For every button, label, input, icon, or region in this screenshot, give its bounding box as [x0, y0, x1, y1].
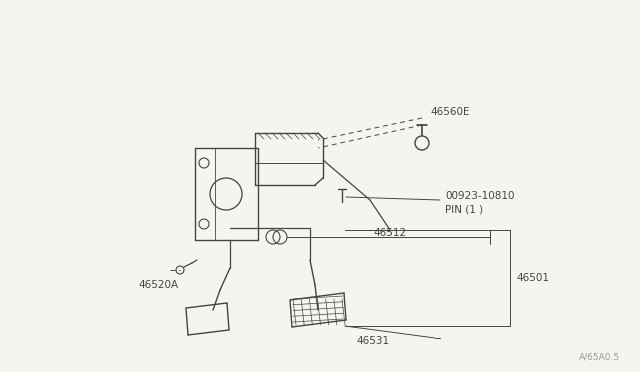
- Text: 00923-10810: 00923-10810: [445, 191, 515, 201]
- Text: 46560E: 46560E: [430, 107, 470, 117]
- Text: 46531: 46531: [356, 336, 390, 346]
- Text: 46501: 46501: [516, 273, 549, 283]
- Text: A/65A0.5: A/65A0.5: [579, 353, 620, 362]
- Text: 46520A: 46520A: [138, 280, 178, 290]
- Text: 46512: 46512: [373, 228, 406, 238]
- Text: PIN (1 ): PIN (1 ): [445, 204, 483, 214]
